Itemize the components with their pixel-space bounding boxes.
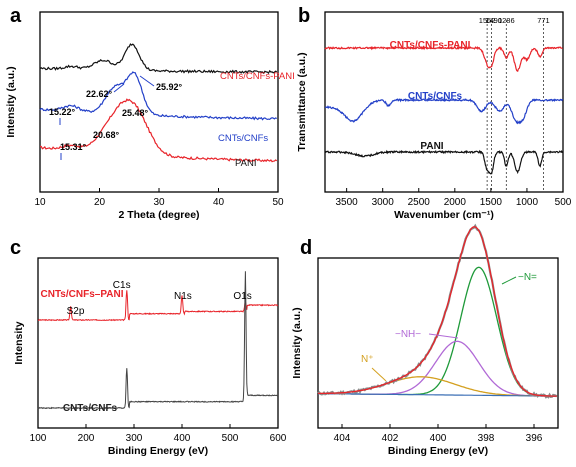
- peak-label: S2p: [67, 306, 85, 317]
- peak-label: C1s: [113, 280, 131, 291]
- component-pointer: [501, 276, 517, 285]
- xrd-line-0: [40, 98, 278, 163]
- xps-line-0: [37, 290, 279, 322]
- panel-a-xrd: 10 20 30 40 50 2 Theta (degree) Intensity (a.u…: [5, 11, 295, 221]
- reference-label: 771: [537, 16, 550, 25]
- x-tick-label: 400: [174, 433, 191, 444]
- peak-annotation: 25.92°: [156, 82, 183, 92]
- panel-letter-c: c: [10, 237, 21, 259]
- ftir-line-2: [324, 149, 563, 175]
- series-label: CNTs/CNFs-PANI: [390, 40, 471, 51]
- fit-baseline: [318, 393, 556, 397]
- x-axis-label: Wavenumber (cm⁻¹): [394, 209, 494, 221]
- ftir-line-0: [324, 45, 563, 73]
- x-tick-label: 50: [272, 197, 284, 208]
- xrd-line-1: [39, 71, 278, 121]
- ftir-line-1: [324, 97, 564, 125]
- x-tick-label: 20: [94, 197, 106, 208]
- series-label: PANI: [235, 158, 256, 169]
- x-axis-label: 2 Theta (degree): [118, 209, 199, 221]
- x-tick-label: 10: [34, 197, 46, 208]
- x-axis-label: Binding Energy (eV): [388, 445, 488, 457]
- x-tick-label: 402: [382, 433, 399, 444]
- x-tick-label: 3500: [336, 197, 359, 208]
- x-tick-label: 500: [555, 197, 572, 208]
- component-pointer: [371, 367, 387, 382]
- series-label: CNTs/CNFs: [63, 403, 118, 414]
- panel-d-n1s: 404 402 400 398 396 Binding Energy (eV) Intens…: [291, 223, 559, 457]
- panel-b-ftir: 3500 3000 2500 2000 1500 1000 500 Wavenumber (c…: [296, 11, 572, 221]
- x-tick-label: 2000: [444, 197, 467, 208]
- x-tick-label: 600: [270, 433, 287, 444]
- x-tick-label: 300: [126, 433, 143, 444]
- x-tick-label: 200: [78, 433, 95, 444]
- series-label: CNTs/CNFs: [408, 91, 463, 102]
- series-label: PANI: [420, 141, 443, 152]
- component-label: −N=: [518, 272, 537, 283]
- plot-frame: [317, 257, 559, 429]
- peak-arrow: [113, 83, 125, 93]
- peak-annotation: 20.68°: [93, 130, 120, 140]
- fit-envelope-line: [318, 226, 557, 397]
- peak-annotation: 22.62°: [86, 89, 113, 99]
- series-label: CNTs/CNFs-PANI: [220, 71, 295, 82]
- x-tick-label: 400: [430, 433, 447, 444]
- panel-c-xps-survey: 100 200 300 400 500 600 Binding Energy (eV) Int…: [13, 257, 287, 457]
- xrd-line-2: [39, 43, 278, 75]
- peak-annotation: 15.22°: [49, 107, 76, 117]
- panel-letter-a: a: [10, 5, 22, 27]
- x-tick-label: 1500: [480, 197, 503, 208]
- peak-annotation: 15.31°: [60, 142, 87, 152]
- x-tick-label: 100: [30, 433, 47, 444]
- x-tick-label: 40: [213, 197, 225, 208]
- y-axis-label: Intensity (a.u.): [5, 66, 17, 137]
- panel-letter-d: d: [300, 237, 312, 259]
- peak-arrow: [139, 75, 155, 87]
- raw-data-line: [317, 223, 558, 399]
- x-tick-label: 398: [478, 433, 495, 444]
- y-axis-label: Transmittance (a.u.): [296, 52, 308, 151]
- x-tick-label: 2500: [408, 197, 431, 208]
- y-axis-label: Intensity (a.u.): [291, 307, 303, 378]
- plot-frame: [324, 11, 564, 193]
- x-axis-label: Binding Energy (eV): [108, 445, 208, 457]
- reference-label: 1286: [498, 16, 515, 25]
- reference-label: 1490: [485, 16, 502, 25]
- xps-line-1: [37, 271, 279, 410]
- x-tick-label: 500: [222, 433, 239, 444]
- component-pointer: [428, 333, 459, 339]
- x-tick-label: 30: [153, 197, 165, 208]
- peak-label: O1s: [233, 291, 251, 302]
- peak-annotation: 25.48°: [122, 108, 149, 118]
- component-label: −NH−: [395, 329, 421, 340]
- x-tick-label: 404: [334, 433, 351, 444]
- x-tick-label: 3000: [372, 197, 395, 208]
- x-tick-label: 396: [526, 433, 543, 444]
- component-label: N⁺: [361, 354, 374, 365]
- series-label: CNTs/CNFs: [218, 133, 268, 144]
- plot-frame: [37, 257, 279, 429]
- peak-label: N1s: [174, 291, 192, 302]
- x-tick-label: 1000: [516, 197, 539, 208]
- panel-letter-b: b: [298, 5, 310, 27]
- reference-label: 1552: [479, 16, 496, 25]
- series-label: CNTs/CNFs–PANI: [41, 289, 124, 300]
- y-axis-label: Intensity: [13, 321, 25, 364]
